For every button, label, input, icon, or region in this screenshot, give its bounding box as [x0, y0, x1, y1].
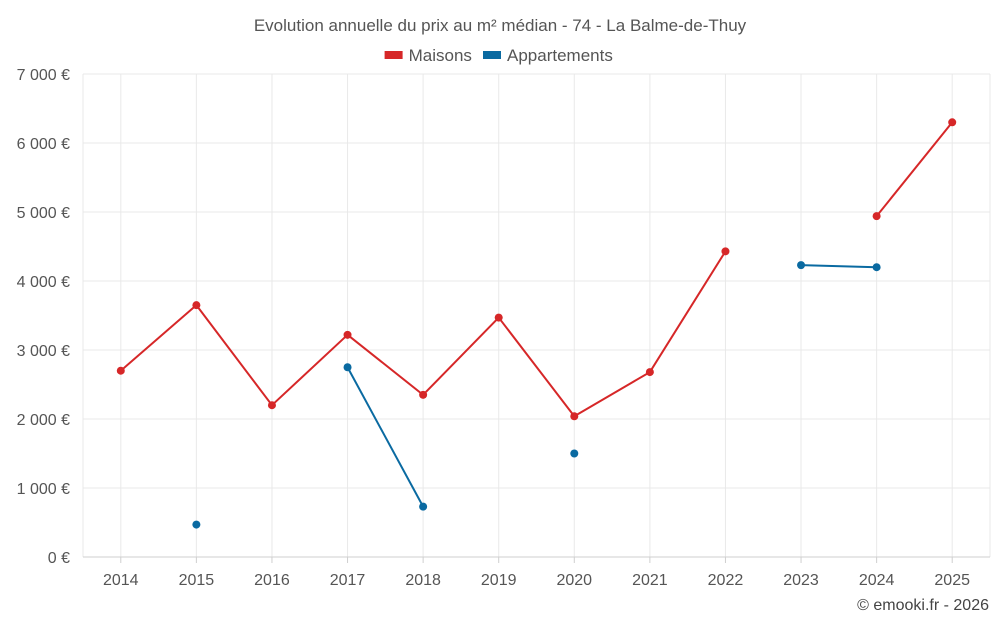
data-point-appartements[interactable] [419, 502, 428, 511]
series-line-appartements [801, 264, 877, 269]
y-tick-label: 3 000 € [17, 343, 70, 360]
y-tick-label: 5 000 € [17, 205, 70, 222]
x-tick-label: 2025 [934, 572, 970, 589]
copyright-text: © emooki.fr - 2026 [857, 597, 989, 614]
y-tick-label: 0 € [48, 550, 70, 567]
x-tick-label: 2015 [179, 572, 215, 589]
x-tick-label: 2020 [556, 572, 592, 589]
data-point-maisons[interactable] [267, 401, 276, 410]
data-point-maisons[interactable] [116, 366, 125, 375]
series-appartements [192, 261, 881, 529]
data-point-appartements[interactable] [872, 263, 881, 272]
legend-swatch [384, 51, 403, 59]
legend-item-appartements[interactable]: Appartements [483, 46, 613, 65]
data-point-maisons[interactable] [494, 313, 503, 322]
plot-area [116, 118, 957, 529]
legend-swatch [483, 51, 501, 59]
data-point-appartements[interactable] [192, 520, 201, 529]
x-tick-label: 2017 [330, 572, 366, 589]
data-point-appartements[interactable] [797, 261, 806, 270]
y-tick-label: 2 000 € [17, 412, 70, 429]
legend-label: Maisons [409, 46, 472, 65]
series-line-appartements [346, 366, 425, 508]
series-line-maisons [875, 121, 953, 217]
x-axis: 2014 2015 2016 2017 2018 2019 2020 2021 2022 2023… [103, 557, 970, 589]
grid [82, 73, 991, 558]
x-tick-label: 2016 [254, 572, 290, 589]
data-point-maisons[interactable] [192, 301, 201, 310]
y-axis: 0 € 1 000 € 2 000 € 3 000 € 4 000 € 5 000 € 6 … [17, 67, 70, 567]
data-point-appartements[interactable] [343, 363, 352, 372]
legend-item-maisons[interactable]: Maisons [384, 46, 472, 65]
x-tick-label: 2024 [859, 572, 895, 589]
x-tick-label: 2023 [783, 572, 819, 589]
x-tick-label: 2018 [405, 572, 441, 589]
data-point-maisons[interactable] [343, 330, 352, 339]
data-point-maisons[interactable] [570, 412, 579, 421]
series-maisons [116, 118, 957, 421]
data-point-appartements[interactable] [570, 449, 579, 458]
data-point-maisons[interactable] [721, 247, 730, 256]
data-point-maisons[interactable] [645, 368, 654, 377]
legend: Maisons Appartements [384, 46, 613, 65]
data-point-maisons[interactable] [948, 118, 957, 127]
y-tick-label: 6 000 € [17, 136, 70, 153]
x-tick-label: 2022 [708, 572, 744, 589]
data-point-maisons[interactable] [419, 390, 428, 399]
legend-label: Appartements [507, 46, 613, 65]
y-tick-label: 1 000 € [17, 481, 70, 498]
x-tick-label: 2019 [481, 572, 517, 589]
x-tick-label: 2014 [103, 572, 139, 589]
data-point-maisons[interactable] [872, 212, 881, 221]
y-tick-label: 7 000 € [17, 67, 70, 84]
x-tick-label: 2021 [632, 572, 668, 589]
chart-title: Evolution annuelle du prix au m² médian … [254, 16, 747, 35]
y-tick-label: 4 000 € [17, 274, 70, 291]
